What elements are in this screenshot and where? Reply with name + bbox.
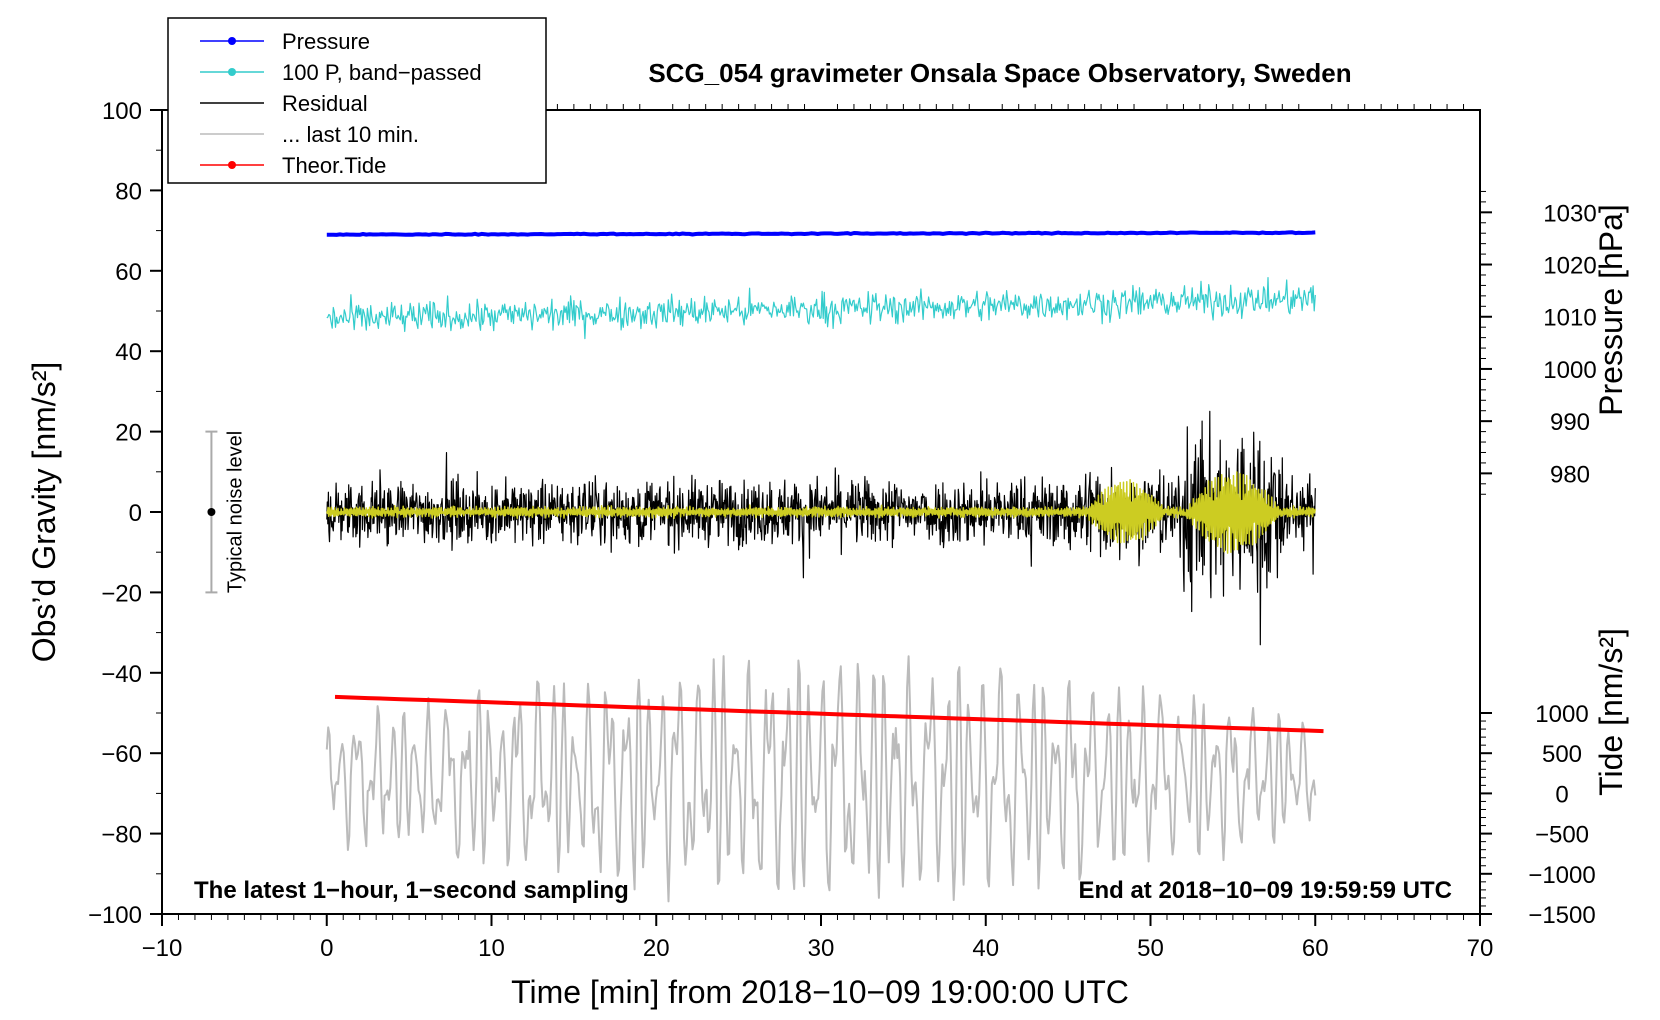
legend-item: Theor.Tide: [200, 153, 386, 178]
y-tick-label: −80: [101, 822, 142, 849]
y-tick-label: 20: [115, 420, 142, 447]
x-tick-label: 70: [1467, 935, 1494, 962]
legend-label: Pressure: [282, 29, 370, 54]
series-pressure-bandpassed: [326, 277, 1316, 340]
pressure-tick-label: 1010: [1543, 305, 1596, 332]
tide-axis-title: Tide [nm/s²]: [1593, 628, 1629, 796]
pressure-axis-title: Pressure [hPa]: [1593, 204, 1629, 416]
axis-ticks: −10 0 10 20 30 40 50 60 70100806040200−20−40−60−…: [88, 98, 1597, 962]
legend-label: Residual: [282, 91, 368, 116]
y-tick-label: 40: [115, 339, 142, 366]
tide-tick-label: −1500: [1528, 902, 1595, 929]
legend-swatch-dot: [228, 161, 236, 169]
tide-tick-label: −1000: [1528, 862, 1595, 889]
x-tick-label: 10: [478, 935, 505, 962]
chart-title: SCG_054 gravimeter Onsala Space Observat…: [648, 58, 1351, 88]
legend-swatch-dot: [228, 68, 236, 76]
y-tick-label: 80: [115, 178, 142, 205]
x-tick-label: 30: [808, 935, 835, 962]
legend-item: Residual: [200, 91, 368, 116]
tide-tick-label: −500: [1535, 822, 1589, 849]
x-tick-label: 0: [320, 935, 333, 962]
x-axis-title: Time [min] from 2018−10−09 19:00:00 UTC: [511, 974, 1129, 1010]
y-tick-label: 60: [115, 259, 142, 286]
y-tick-label: −60: [101, 741, 142, 768]
x-tick-label: 20: [643, 935, 670, 962]
end-time-note: End at 2018−10−09 19:59:59 UTC: [1078, 877, 1452, 904]
legend-label: ... last 10 min.: [282, 122, 419, 147]
legend-box: [167, 17, 547, 184]
series-residual: [326, 410, 1316, 646]
sampling-note: The latest 1−hour, 1−second sampling: [194, 877, 629, 904]
legend-item: 100 P, band−passed: [200, 60, 482, 85]
noise-label: Typical noise level: [224, 431, 246, 593]
legend-item: Pressure: [200, 29, 370, 54]
legend-item: ... last 10 min.: [200, 122, 419, 147]
legend-label: Theor.Tide: [282, 153, 386, 178]
pressure-tick-label: 1000: [1543, 357, 1596, 384]
series-residual-lowpass: [326, 471, 1317, 554]
x-tick-label: 50: [1137, 935, 1164, 962]
y-tick-label: −20: [101, 580, 142, 607]
x-tick-label: −10: [142, 935, 183, 962]
tide-tick-label: 1000: [1535, 701, 1588, 728]
series-pressure: [326, 230, 1316, 237]
left-y-axis-title: Obs’d Gravity [nm/s²]: [26, 362, 62, 663]
legend-label: 100 P, band−passed: [282, 60, 482, 85]
y-tick-label: −100: [88, 902, 142, 929]
y-tick-label: −40: [101, 661, 142, 688]
pressure-tick-label: 990: [1550, 409, 1590, 436]
series-layer: [325, 230, 1324, 903]
pressure-tick-label: 1030: [1543, 200, 1596, 227]
x-tick-label: 40: [972, 935, 999, 962]
tide-tick-label: 500: [1542, 741, 1582, 768]
legend: Pressure 100 P, band−passed Residual ... la…: [167, 17, 547, 184]
noise-center-dot: [207, 508, 216, 516]
pressure-tick-label: 1020: [1543, 253, 1596, 280]
y-tick-label: 0: [129, 500, 142, 527]
tide-tick-label: 0: [1555, 781, 1568, 808]
pressure-tick-label: 980: [1550, 461, 1590, 488]
noise-indicator: Typical noise level: [205, 430, 246, 594]
series-last-10-min: [325, 655, 1317, 903]
legend-swatch-dot: [228, 37, 236, 45]
series-theoretical-tide: [334, 694, 1324, 734]
x-tick-label: 60: [1302, 935, 1329, 962]
y-tick-label: 100: [102, 98, 142, 125]
